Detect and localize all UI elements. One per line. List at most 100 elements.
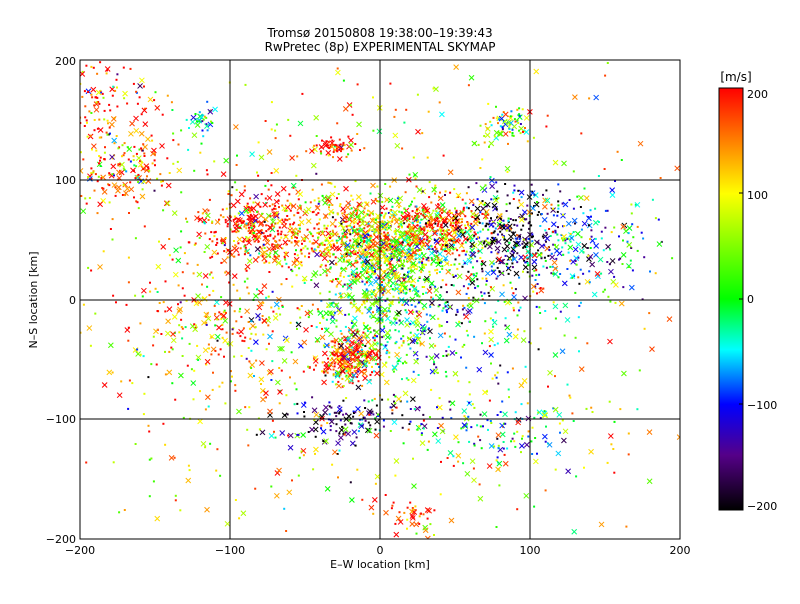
scatter-point-dot bbox=[428, 181, 431, 184]
scatter-point-dot bbox=[309, 201, 312, 204]
scatter-point-dot bbox=[585, 407, 588, 410]
scatter-point-dot bbox=[327, 144, 329, 147]
scatter-point-dot bbox=[406, 217, 409, 219]
scatter-point-dot bbox=[401, 226, 403, 229]
scatter-point-dot bbox=[418, 522, 421, 525]
scatter-point-dot bbox=[280, 233, 283, 236]
scatter-point-cross bbox=[487, 243, 493, 250]
scatter-point-dot bbox=[531, 212, 533, 215]
scatter-point-dot bbox=[318, 218, 321, 221]
scatter-point-dot bbox=[303, 239, 306, 242]
scatter-point-dot bbox=[356, 375, 359, 378]
scatter-point-cross bbox=[426, 244, 432, 251]
scatter-point-dot bbox=[521, 437, 523, 440]
scatter-point-dot bbox=[499, 364, 502, 367]
scatter-point-dot bbox=[230, 380, 232, 383]
scatter-point-cross bbox=[344, 375, 351, 382]
scatter-point-dot bbox=[485, 277, 488, 280]
scatter-point-dot bbox=[501, 272, 504, 275]
scatter-point-cross bbox=[368, 251, 375, 258]
scatter-point-dot bbox=[358, 220, 361, 223]
scatter-point-dot bbox=[385, 198, 388, 201]
scatter-point-cross bbox=[394, 285, 400, 292]
scatter-point-cross bbox=[552, 159, 559, 166]
scatter-point-dot bbox=[310, 325, 313, 327]
scatter-point-cross bbox=[480, 260, 487, 267]
scatter-point-dot bbox=[425, 263, 427, 266]
scatter-point-dot bbox=[349, 231, 351, 234]
scatter-point-dot bbox=[307, 365, 310, 368]
scatter-point-dot bbox=[377, 232, 380, 235]
scatter-point-cross bbox=[97, 127, 104, 133]
scatter-point-dot bbox=[329, 425, 332, 428]
scatter-point-dot bbox=[96, 180, 99, 183]
scatter-point-dot bbox=[410, 248, 413, 251]
scatter-point-cross bbox=[381, 312, 388, 318]
scatter-point-dot bbox=[321, 241, 324, 244]
scatter-point-dot bbox=[213, 231, 216, 234]
scatter-point-dot bbox=[408, 423, 411, 425]
scatter-point-dot bbox=[462, 462, 465, 465]
scatter-point-dot bbox=[340, 342, 343, 345]
scatter-point-cross bbox=[560, 212, 566, 219]
scatter-point-dot bbox=[421, 332, 424, 335]
scatter-point-dot bbox=[97, 175, 100, 178]
scatter-point-dot bbox=[571, 276, 574, 279]
scatter-point-dot bbox=[427, 278, 430, 281]
scatter-point-dot bbox=[512, 292, 515, 295]
scatter-point-cross bbox=[364, 333, 371, 339]
scatter-point-dot bbox=[289, 321, 292, 324]
scatter-point-dot bbox=[268, 261, 271, 264]
scatter-point-dot bbox=[569, 232, 572, 235]
scatter-point-dot bbox=[185, 217, 187, 220]
scatter-point-dot bbox=[608, 263, 611, 266]
scatter-point-dot bbox=[455, 352, 458, 354]
scatter-point-dot bbox=[210, 353, 213, 356]
scatter-point-dot bbox=[172, 139, 175, 142]
scatter-point-dot bbox=[418, 249, 421, 252]
scatter-point-dot bbox=[531, 240, 534, 243]
scatter-point-dot bbox=[283, 209, 286, 212]
scatter-point-dot bbox=[258, 318, 261, 321]
scatter-point-dot bbox=[549, 235, 552, 237]
scatter-point-dot bbox=[284, 414, 287, 417]
scatter-point-dot bbox=[416, 208, 418, 211]
scatter-point-dot bbox=[125, 303, 128, 306]
scatter-point-dot bbox=[149, 281, 151, 284]
scatter-point-dot bbox=[405, 291, 408, 294]
scatter-point-dot bbox=[522, 224, 525, 227]
scatter-point-dot bbox=[448, 400, 451, 403]
scatter-point-dot bbox=[370, 240, 373, 243]
scatter-point-cross bbox=[518, 216, 525, 223]
scatter-point-dot bbox=[234, 384, 237, 387]
scatter-point-dot bbox=[418, 228, 421, 231]
scatter-point-dot bbox=[445, 309, 448, 312]
scatter-point-dot bbox=[368, 306, 371, 309]
scatter-point-dot bbox=[470, 210, 473, 213]
scatter-point-cross bbox=[446, 231, 453, 237]
scatter-point-dot bbox=[224, 218, 227, 221]
scatter-point-dot bbox=[355, 246, 358, 249]
scatter-point-cross bbox=[204, 358, 211, 365]
scatter-point-cross bbox=[265, 252, 272, 259]
scatter-point-cross bbox=[542, 197, 548, 204]
scatter-point-cross bbox=[310, 162, 317, 169]
scatter-point-dot bbox=[126, 146, 129, 149]
scatter-point-cross bbox=[262, 201, 269, 208]
scatter-point-dot bbox=[333, 411, 336, 414]
scatter-point-dot bbox=[366, 225, 369, 228]
scatter-point-dot bbox=[580, 236, 583, 239]
scatter-point-dot bbox=[511, 132, 514, 134]
scatter-point-dot bbox=[280, 230, 283, 233]
scatter-point-cross bbox=[410, 396, 416, 402]
scatter-point-cross bbox=[383, 379, 390, 386]
scatter-point-dot bbox=[348, 363, 351, 366]
scatter-point-dot bbox=[488, 399, 491, 402]
scatter-point-dot bbox=[311, 188, 314, 191]
scatter-point-dot bbox=[140, 147, 143, 150]
scatter-point-dot bbox=[114, 89, 117, 92]
scatter-point-cross bbox=[552, 271, 559, 277]
scatter-point-cross bbox=[559, 348, 566, 355]
scatter-point-cross bbox=[80, 71, 86, 77]
scatter-point-cross bbox=[351, 321, 358, 327]
